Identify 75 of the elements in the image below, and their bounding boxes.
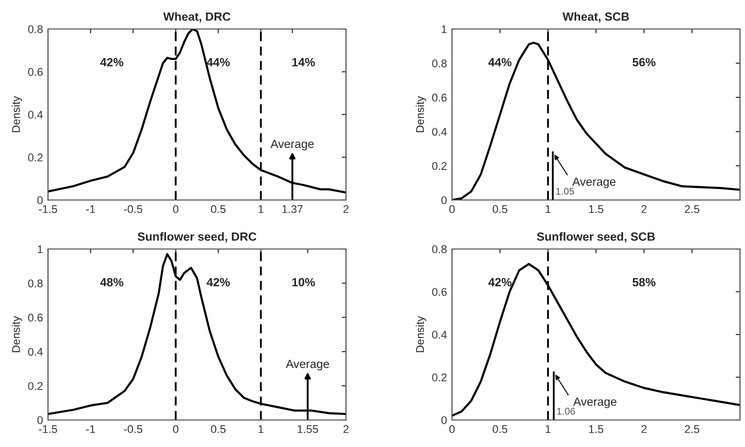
- y-tick-label: 0: [37, 196, 43, 204]
- x-tick-label: -1: [86, 205, 95, 213]
- x-tick-label: 1.55: [298, 425, 318, 434]
- x-tick-label: 0: [173, 205, 178, 214]
- y-axis-title: Density: [416, 96, 426, 132]
- x-tick-label: 2: [343, 425, 349, 433]
- y-tick-label: 0.6: [28, 68, 43, 76]
- x-tick-label: 0: [449, 425, 455, 434]
- y-tick-label: 0: [37, 416, 43, 424]
- x-tick-label: 0.5: [492, 205, 508, 214]
- annotation: 14%: [292, 58, 315, 66]
- y-tick-label: 0.8: [432, 245, 447, 254]
- y-tick-label: 0.2: [432, 162, 447, 170]
- x-tick-label: -0.5: [124, 425, 142, 434]
- x-tick-label: -1.5: [38, 205, 58, 214]
- y-tick-label: 0.4: [432, 330, 447, 339]
- x-tick-label: 1: [258, 425, 264, 433]
- x-tick-label: 0: [173, 425, 178, 434]
- x-tick-label: 0.5: [211, 205, 226, 214]
- ref-line-label: Average: [572, 178, 616, 188]
- x-tick-label: 0.5: [211, 425, 226, 434]
- annotation: 1.05: [556, 188, 574, 195]
- annotation: 56%: [632, 58, 656, 66]
- annotation: 58%: [632, 278, 656, 286]
- y-tick-label: 0.4: [28, 348, 43, 356]
- y-tick-label: 0.8: [432, 59, 447, 68]
- x-tick-label: 2.5: [684, 425, 700, 434]
- x-tick-label: 1: [546, 425, 551, 433]
- y-axis-title: Density: [12, 96, 22, 132]
- y-tick-label: 0.2: [28, 382, 43, 390]
- y-tick-label: 0.4: [432, 128, 447, 136]
- y-axis-title: Density: [12, 316, 22, 352]
- y-tick-label: 0.6: [28, 314, 43, 322]
- y-tick-label: 0.8: [28, 25, 43, 34]
- ref-line-label: Average: [270, 140, 314, 150]
- y-tick-label: 0.6: [432, 288, 447, 296]
- x-tick-label: -1.5: [38, 425, 58, 434]
- annotation: 48%: [100, 278, 124, 286]
- x-tick-label: 1.5: [589, 205, 604, 214]
- ref-line-label: Average: [573, 398, 616, 408]
- x-tick-label: -0.5: [124, 205, 142, 214]
- y-tick-label: 0.6: [432, 94, 447, 102]
- x-tick-label: 1.37: [282, 205, 303, 214]
- chart-title: Sunflower seed, DRC: [138, 232, 256, 242]
- y-tick-label: 0.2: [28, 154, 43, 162]
- annotation: 42%: [206, 278, 230, 286]
- x-tick-label: 2.5: [684, 205, 700, 214]
- chart-title: Sunflower seed, SCB: [536, 232, 655, 242]
- y-tick-label: 0: [441, 196, 447, 204]
- chart-title: Wheat, SCB: [562, 12, 629, 22]
- annotation: 42%: [488, 278, 512, 286]
- x-tick-label: 1: [546, 205, 551, 213]
- y-tick-label: 0: [441, 416, 447, 424]
- annotation: 44%: [206, 58, 230, 66]
- y-tick-label: 1: [442, 25, 447, 34]
- x-tick-label: 1.5: [589, 425, 604, 434]
- y-tick-label: 0.8: [28, 279, 43, 288]
- y-tick-label: 1: [38, 245, 43, 254]
- chart-title: Wheat, DRC: [163, 12, 230, 22]
- y-tick-label: 0.2: [432, 374, 447, 382]
- x-tick-label: 0: [449, 205, 455, 214]
- y-axis-title: Density: [416, 316, 426, 352]
- ref-line-label: Average: [286, 360, 330, 370]
- y-tick-label: 0.4: [28, 110, 43, 119]
- x-tick-label: -1: [86, 425, 95, 433]
- annotation: 1.06: [557, 408, 575, 415]
- x-tick-label: 1: [258, 205, 264, 213]
- x-tick-label: 2: [343, 205, 349, 213]
- x-tick-label: 2: [641, 425, 647, 433]
- annotation: 44%: [488, 58, 512, 66]
- x-tick-label: 2: [641, 205, 647, 213]
- annotation: 42%: [100, 58, 124, 66]
- line-series: [48, 253, 346, 416]
- x-tick-label: 0.5: [492, 425, 508, 434]
- annotation: 10%: [292, 278, 315, 286]
